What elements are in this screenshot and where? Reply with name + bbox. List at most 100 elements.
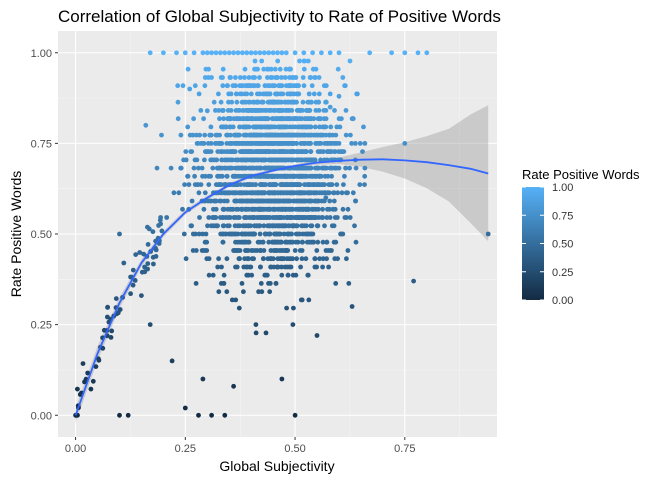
data-point bbox=[181, 157, 187, 163]
data-point bbox=[276, 248, 282, 253]
data-point bbox=[347, 165, 352, 171]
data-point bbox=[242, 75, 247, 80]
data-point bbox=[279, 50, 285, 56]
data-point bbox=[242, 165, 248, 171]
data-point bbox=[281, 231, 287, 237]
data-point bbox=[205, 149, 210, 155]
data-point bbox=[296, 91, 302, 97]
data-point bbox=[278, 206, 284, 212]
data-point bbox=[109, 328, 115, 334]
data-point bbox=[313, 108, 319, 113]
data-point bbox=[342, 83, 348, 89]
data-point bbox=[323, 165, 328, 171]
data-point bbox=[191, 50, 197, 56]
data-point bbox=[180, 83, 186, 89]
data-point bbox=[280, 190, 286, 196]
data-point bbox=[230, 173, 236, 179]
data-point bbox=[209, 50, 215, 56]
data-point bbox=[260, 132, 265, 138]
data-point bbox=[242, 231, 248, 237]
data-point bbox=[279, 173, 285, 179]
data-point bbox=[336, 165, 342, 171]
data-point bbox=[204, 256, 210, 262]
data-point bbox=[242, 182, 247, 188]
data-point bbox=[354, 91, 360, 97]
data-point bbox=[130, 267, 136, 273]
data-point bbox=[281, 215, 287, 220]
data-point bbox=[323, 124, 329, 130]
data-point bbox=[117, 307, 123, 312]
data-point bbox=[276, 239, 282, 245]
data-point bbox=[265, 256, 271, 262]
data-point bbox=[340, 75, 346, 80]
data-point bbox=[214, 132, 220, 138]
data-point bbox=[236, 305, 242, 311]
data-point bbox=[182, 50, 188, 56]
data-point bbox=[304, 124, 310, 130]
data-point bbox=[192, 83, 198, 89]
data-point bbox=[279, 264, 284, 270]
data-point bbox=[90, 378, 96, 384]
data-point bbox=[411, 278, 416, 284]
data-point bbox=[145, 261, 151, 266]
data-point bbox=[402, 141, 408, 146]
data-point bbox=[332, 108, 337, 113]
data-point bbox=[341, 149, 347, 155]
data-point bbox=[233, 198, 239, 204]
data-point bbox=[257, 223, 262, 229]
data-point bbox=[328, 149, 334, 155]
data-point bbox=[185, 173, 190, 179]
data-point bbox=[267, 289, 273, 295]
data-point bbox=[252, 58, 258, 64]
data-point bbox=[292, 50, 298, 56]
data-point bbox=[402, 50, 408, 56]
data-point bbox=[269, 116, 275, 122]
data-point bbox=[389, 50, 394, 56]
data-point bbox=[248, 108, 254, 113]
data-point bbox=[193, 281, 199, 286]
data-point bbox=[257, 231, 263, 237]
data-point bbox=[128, 274, 134, 280]
data-point bbox=[291, 99, 296, 105]
data-point bbox=[296, 190, 302, 196]
data-point bbox=[257, 91, 263, 97]
data-point bbox=[329, 182, 334, 188]
data-point bbox=[246, 215, 252, 220]
data-point bbox=[267, 182, 273, 188]
data-point bbox=[216, 289, 222, 295]
data-point bbox=[346, 281, 352, 286]
data-point bbox=[267, 223, 273, 229]
data-point bbox=[266, 91, 271, 97]
data-point bbox=[213, 198, 219, 204]
data-point bbox=[270, 173, 276, 179]
data-point bbox=[225, 132, 230, 138]
data-point bbox=[279, 108, 285, 113]
data-point bbox=[202, 83, 208, 89]
data-point bbox=[243, 116, 249, 122]
data-point bbox=[229, 297, 235, 303]
data-point bbox=[301, 50, 307, 56]
data-point bbox=[269, 132, 274, 138]
data-point bbox=[206, 215, 212, 220]
data-point bbox=[256, 206, 262, 212]
data-point bbox=[101, 327, 107, 333]
data-point bbox=[302, 223, 307, 229]
data-point bbox=[324, 239, 330, 245]
data-point bbox=[255, 83, 261, 89]
data-point bbox=[220, 66, 226, 72]
data-point bbox=[206, 272, 212, 278]
data-point bbox=[213, 206, 219, 212]
data-point bbox=[294, 198, 300, 204]
data-point bbox=[225, 108, 231, 113]
data-point bbox=[334, 182, 340, 188]
data-point bbox=[288, 132, 293, 138]
data-point bbox=[192, 173, 198, 179]
data-point bbox=[245, 248, 251, 253]
data-point bbox=[223, 149, 229, 155]
data-point bbox=[325, 190, 330, 196]
y-tick-label: 0.00 bbox=[31, 410, 52, 422]
data-point bbox=[332, 215, 338, 220]
data-point bbox=[205, 141, 211, 146]
data-point bbox=[273, 231, 279, 237]
data-point bbox=[327, 141, 333, 146]
